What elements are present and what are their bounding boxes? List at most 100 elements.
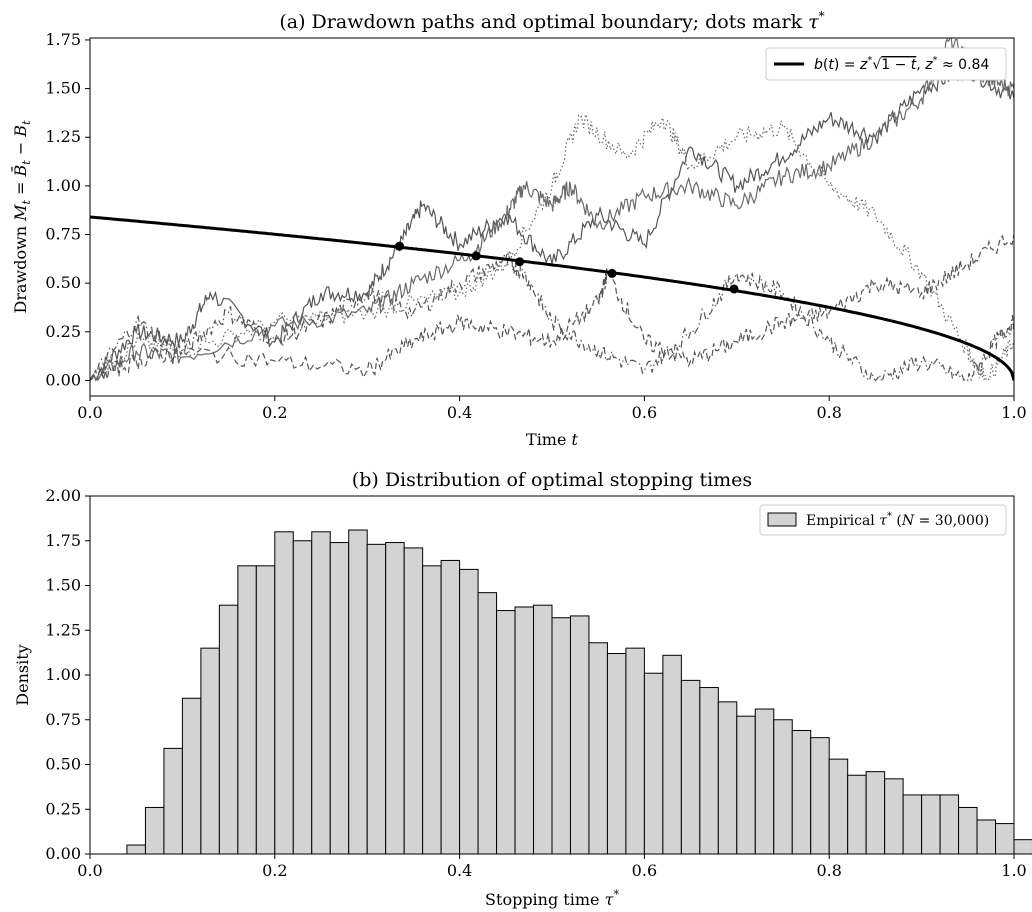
histogram-bar-15 (385, 542, 405, 855)
stopping-points (395, 241, 739, 294)
histogram-bar-46 (958, 806, 978, 855)
histogram-bar-35 (754, 708, 775, 855)
panel-a-legend-box (765, 47, 1007, 81)
histogram-bar-31 (680, 679, 701, 855)
panel-a-y-tick-label: 0.25 (45, 322, 81, 341)
legend-boundary-label: b(t) = z*√1 − t, z* ≈ 0.84 (814, 55, 989, 73)
panel-b-x-tick-label: 0.2 (262, 861, 287, 880)
histogram-bar-14 (366, 543, 387, 855)
panel-b-y-tick-label: 1.50 (45, 576, 81, 595)
panel-a-x-tick-label: 0.0 (77, 403, 102, 422)
histogram-bars (126, 529, 1032, 855)
histogram-bar-19 (459, 568, 479, 855)
histogram-bar-3 (163, 747, 183, 855)
panel-b-x-tick-label: 0.4 (447, 861, 472, 880)
stopping-point-4 (607, 268, 617, 278)
drawdown-path-2 (90, 38, 1014, 381)
panel-a-title: (a) Drawdown paths and optimal boundary;… (279, 9, 824, 33)
histogram-bar-17 (422, 565, 442, 855)
stopping-point-5 (729, 284, 739, 294)
panel-a-x-tick-label: 0.4 (447, 403, 472, 422)
stopping-point-1 (395, 241, 405, 251)
histogram-bar-45 (939, 794, 960, 855)
panel-b-histogram-chart: (b) Distribution of optimal stopping tim… (13, 469, 1032, 909)
histogram-bar-37 (791, 729, 812, 855)
histogram-bar-34 (736, 715, 756, 855)
panel-a-x-tick-label: 0.6 (632, 403, 657, 422)
histogram-bar-30 (662, 654, 682, 855)
panel-b-y-tick-label: 0.75 (45, 710, 81, 729)
panel-a-y-label: Drawdown Mt = B̄t − Bt (9, 120, 33, 314)
histogram-bar-23 (533, 604, 553, 855)
histogram-bar-27 (606, 653, 627, 855)
panel-a-y-tick-label: 1.25 (45, 127, 81, 146)
stopping-point-2 (471, 251, 481, 261)
histogram-bar-11 (311, 531, 331, 855)
histogram-bar-28 (625, 647, 645, 855)
stopping-point-3 (515, 257, 525, 267)
histogram-bar-13 (348, 529, 368, 855)
histogram-bar-2 (144, 806, 165, 855)
panel-b-legend: Empirical τ* (N = 30,000) (759, 504, 1007, 536)
drawdown-path-5 (90, 234, 1014, 381)
panel-a-x-tick-label: 0.2 (262, 403, 287, 422)
histogram-bar-4 (181, 697, 202, 855)
panel-b-y-tick-label: 1.75 (45, 531, 81, 550)
panel-b-x-label: Stopping time τ* (485, 888, 619, 909)
histogram-bar-7 (237, 565, 257, 855)
histogram-bar-8 (255, 565, 276, 855)
panel-b-legend-box (759, 504, 1007, 536)
optimal-boundary (90, 215, 1014, 381)
histogram-bar-24 (551, 617, 571, 855)
legend-histogram-swatch (767, 512, 797, 527)
panel-b-x-tick-label: 0.8 (816, 861, 841, 880)
panel-b-title: (b) Distribution of optimal stopping tim… (352, 469, 752, 491)
panel-a-x-tick-label: 0.8 (816, 403, 841, 422)
panel-a-y-tick-label: 1.00 (45, 176, 81, 195)
panel-a-y-tick-label: 1.75 (45, 30, 81, 49)
histogram-bar-16 (403, 547, 424, 855)
panel-b-y-label: Density (13, 644, 32, 705)
panel-b-y-tick-label: 1.00 (45, 665, 81, 684)
panel-a-y-tick-label: 0.75 (45, 225, 81, 244)
histogram-bar-40 (847, 774, 867, 855)
histogram-bar-21 (496, 610, 516, 855)
boundary-curve (90, 215, 1014, 381)
histogram-bar-10 (292, 540, 313, 855)
panel-b-y-tick-label: 1.25 (45, 620, 81, 639)
panel-a-x-tick-label: 1.0 (1001, 403, 1026, 422)
histogram-bar-33 (717, 701, 738, 855)
histogram-bar-42 (884, 778, 904, 855)
histogram-bar-29 (643, 672, 664, 855)
panel-b-x-tick-label: 0.0 (77, 861, 102, 880)
histogram-bar-44 (921, 794, 941, 855)
histogram-bar-5 (200, 647, 220, 855)
panel-a-legend: b(t) = z*√1 − t, z* ≈ 0.84 (765, 47, 1007, 81)
panel-a-y-axis: 0.00 0.25 0.50 0.75 1.00 1.25 1.50 1.75 (45, 30, 90, 389)
histogram-bar-1 (126, 844, 146, 855)
histogram-bar-48 (995, 823, 1015, 855)
drawdown-path-4 (90, 251, 1014, 382)
panel-b-y-tick-label: 2.00 (45, 486, 81, 505)
panel-b-x-axis: 0.0 0.2 0.4 0.6 0.8 1.0 (77, 854, 1027, 880)
drawdown-path-3 (90, 112, 1014, 382)
panel-a-y-tick-label: 1.50 (45, 79, 81, 98)
histogram-bar-32 (699, 687, 719, 855)
panel-b-y-tick-label: 0.25 (45, 799, 81, 818)
histogram-bar-18 (440, 559, 461, 855)
histogram-bar-38 (810, 737, 830, 855)
panel-b-y-tick-label: 0.00 (45, 844, 81, 863)
legend-histogram-label: Empirical τ* (N = 30,000) (806, 511, 989, 529)
histogram-bar-26 (588, 642, 608, 855)
histogram-bar-25 (569, 615, 590, 855)
histogram-bar-39 (828, 758, 849, 855)
panel-b-y-tick-label: 0.50 (45, 755, 81, 774)
histogram-bar-41 (865, 771, 886, 855)
panel-b-y-axis: 0.00 0.25 0.50 0.75 1.00 1.25 1.50 1.75 2.00 (45, 486, 90, 863)
histogram-bar-22 (514, 606, 535, 855)
panel-a-x-axis: 0.0 0.2 0.4 0.6 0.8 1.0 (77, 396, 1027, 422)
panel-a-x-label: Time t (526, 430, 579, 449)
panel-a-y-tick-label: 0.00 (45, 370, 81, 389)
panel-a-y-tick-label: 0.50 (45, 273, 81, 292)
